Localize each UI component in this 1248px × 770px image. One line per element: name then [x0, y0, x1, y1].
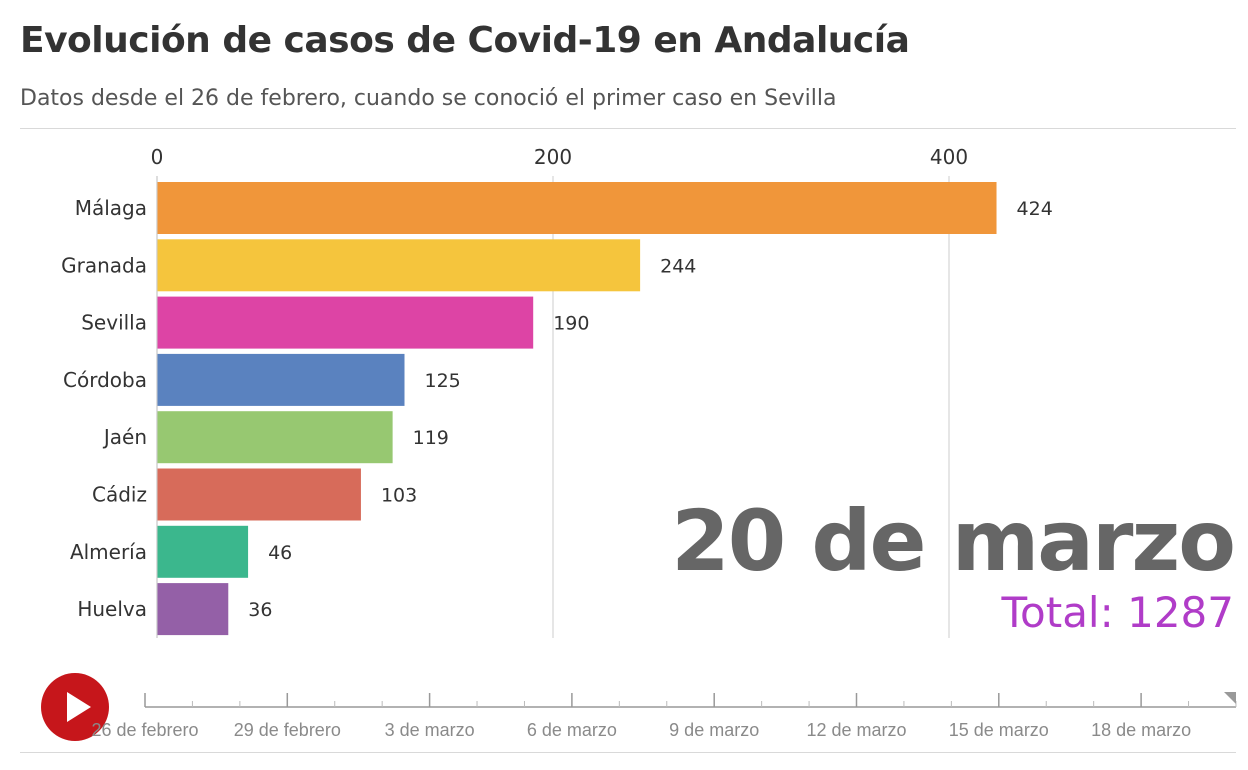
bar	[157, 411, 393, 464]
bar	[157, 468, 361, 521]
category-label: Cádiz	[92, 483, 147, 507]
chart-title: Evolución de casos de Covid-19 en Andalu…	[20, 20, 910, 61]
bar	[157, 182, 997, 234]
x-tick-label: 0	[151, 145, 164, 169]
header-divider	[20, 128, 1236, 129]
value-label: 244	[660, 255, 696, 277]
category-label: Sevilla	[81, 311, 147, 335]
x-tick-label: 200	[534, 145, 572, 169]
current-date-label: 20 de marzo	[671, 492, 1236, 590]
chart-subtitle: Datos desde el 26 de febrero, cuando se …	[20, 86, 837, 111]
play-icon	[67, 692, 91, 722]
value-label: 190	[553, 313, 589, 335]
category-label: Málaga	[75, 196, 147, 220]
bar	[157, 296, 534, 349]
bar	[157, 525, 249, 578]
value-label: 125	[425, 370, 461, 392]
value-label: 46	[268, 542, 292, 564]
category-label: Jaén	[102, 425, 147, 449]
value-label: 103	[381, 485, 417, 507]
category-label: Almería	[70, 540, 147, 564]
category-label: Granada	[61, 253, 147, 277]
bar	[157, 239, 641, 292]
category-label: Córdoba	[63, 368, 147, 392]
bar	[157, 353, 405, 406]
bar	[157, 583, 229, 636]
value-label: 119	[413, 427, 449, 449]
value-label: 36	[248, 599, 272, 621]
x-tick-label: 400	[930, 145, 968, 169]
total-cases-label: Total: 1287	[1001, 588, 1234, 637]
value-label: 424	[1017, 198, 1053, 220]
play-button[interactable]	[41, 673, 109, 741]
category-label: Huelva	[77, 597, 147, 621]
footer-divider	[20, 752, 1236, 753]
